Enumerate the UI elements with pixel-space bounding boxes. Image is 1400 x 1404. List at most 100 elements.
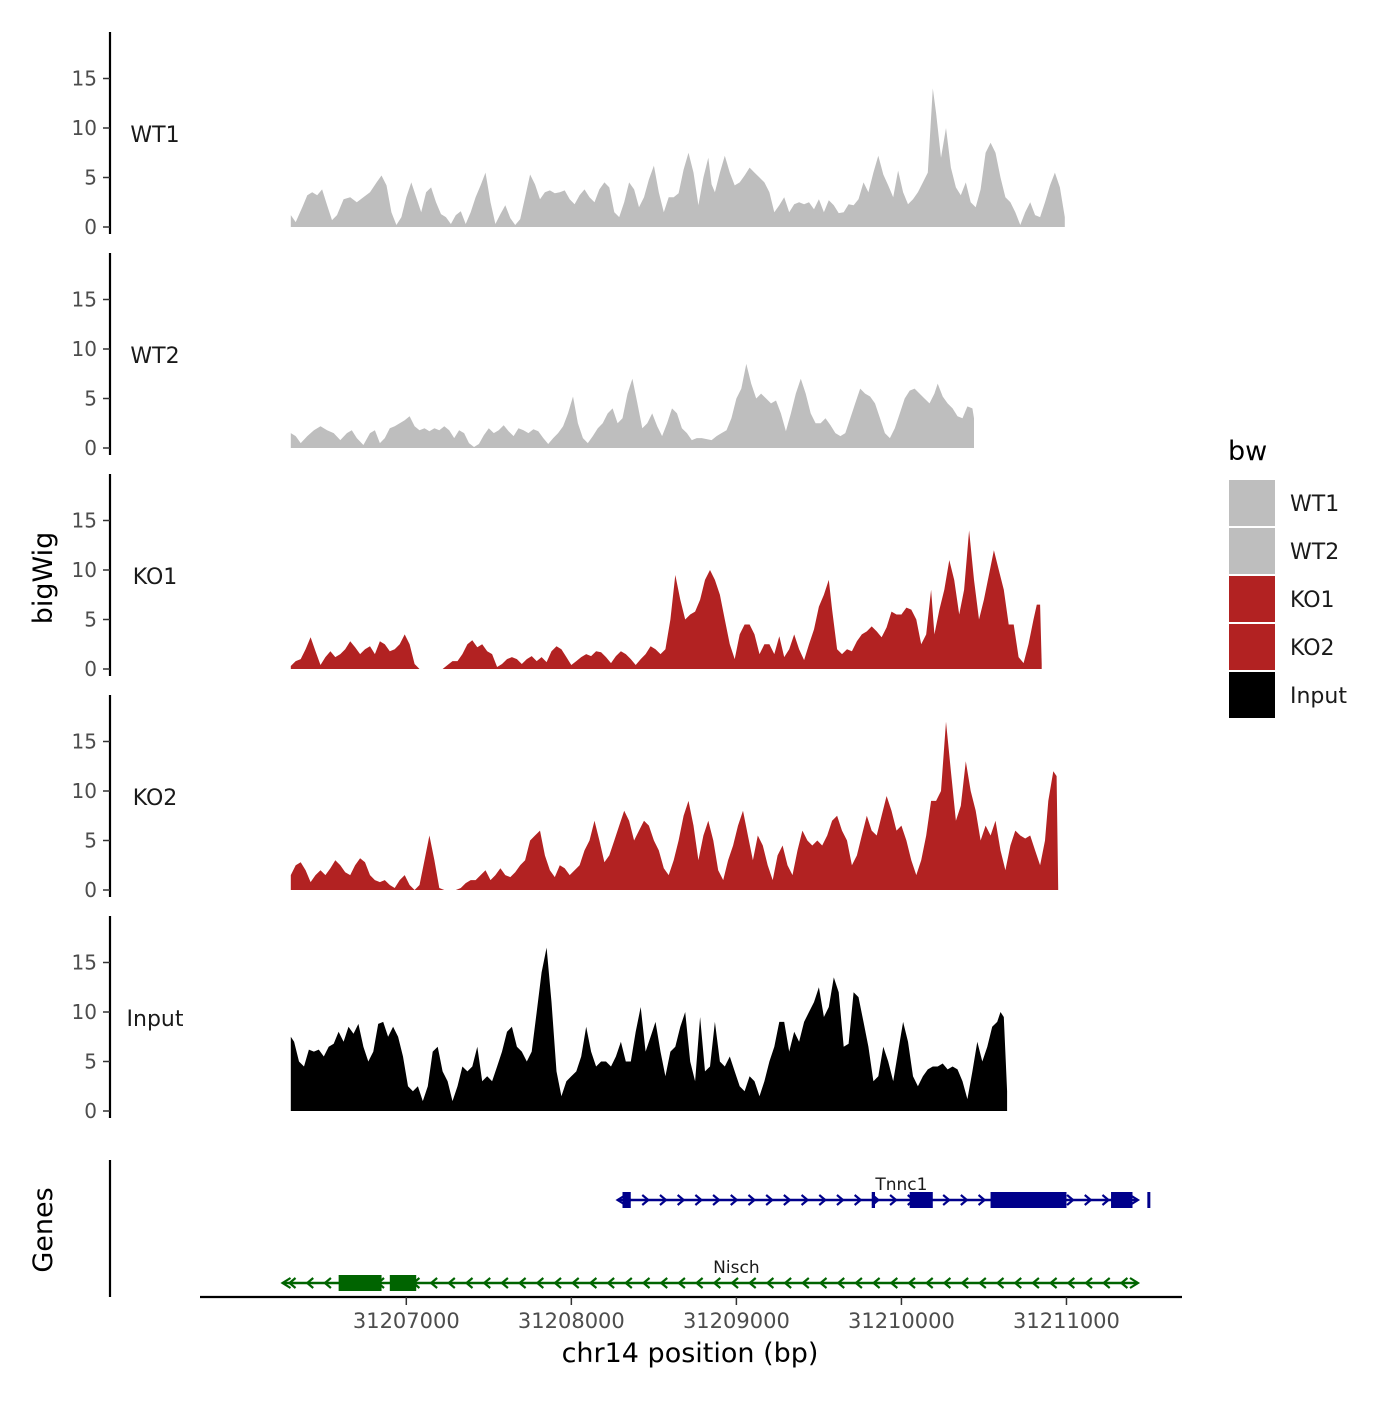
strand-arrow	[853, 1194, 863, 1206]
strand-arrow	[730, 1277, 739, 1289]
x-tick-label: 31207000	[353, 1309, 460, 1333]
strand-arrow	[889, 1194, 898, 1206]
y-tick-label: 0	[84, 1099, 97, 1123]
strand-arrow	[942, 1277, 952, 1289]
legend-swatch	[1229, 672, 1275, 718]
strand-arrow	[730, 1194, 739, 1206]
gene-name-label: Nisch	[713, 1258, 759, 1278]
y-tick-label: 5	[84, 829, 97, 853]
y-tick-label: 10	[72, 558, 97, 582]
y-axis-title: bigWig	[28, 532, 59, 625]
strand-arrow	[818, 1194, 827, 1206]
strand-arrow	[960, 1194, 969, 1206]
strand-arrow	[677, 1277, 686, 1289]
gene-end-cap	[1129, 1194, 1141, 1206]
strand-arrow	[818, 1277, 828, 1289]
exon	[871, 1192, 876, 1208]
y-tick-label: 10	[72, 116, 97, 140]
strand-arrow	[659, 1277, 668, 1289]
legend-items: WT1 WT2 KO1 KO2 Input	[1229, 480, 1347, 718]
legend-entry-wt1: WT1	[1229, 480, 1339, 526]
strand-arrow	[836, 1277, 845, 1289]
y-tick-label: 0	[84, 878, 97, 902]
strand-arrow	[747, 1194, 757, 1206]
strand-arrow	[1084, 1194, 1093, 1206]
track-label-ko1: KO1	[133, 565, 178, 590]
strand-arrow	[1102, 1277, 1111, 1289]
strand-arrow	[765, 1194, 774, 1206]
strand-arrow	[1013, 1277, 1022, 1289]
strand-arrow	[517, 1277, 527, 1289]
exon	[1147, 1192, 1151, 1208]
strand-arrow	[624, 1277, 633, 1289]
exon	[389, 1275, 417, 1291]
y-tick-label: 15	[72, 509, 97, 533]
legend-swatch	[1229, 528, 1275, 574]
y-tick-label: 10	[72, 337, 97, 361]
strand-arrow	[694, 1194, 704, 1206]
strand-arrow	[482, 1277, 491, 1289]
strand-arrow	[641, 1194, 650, 1206]
y-tick-label: 15	[72, 288, 97, 312]
legend-swatch	[1229, 624, 1275, 670]
y-tick-label: 0	[84, 657, 97, 681]
legend-entry-wt2: WT2	[1229, 528, 1339, 574]
genes-axis-title: Genes	[28, 1187, 59, 1272]
legend-label: KO1	[1290, 588, 1335, 613]
signal-area-wt1	[290, 88, 1065, 228]
strand-arrow	[942, 1194, 951, 1206]
y-tick-label: 5	[84, 166, 97, 190]
strand-arrow	[960, 1277, 969, 1289]
gene-panel: Tnnc1 Nisch	[108, 1160, 1151, 1297]
exon	[622, 1192, 631, 1208]
legend-entry-ko1: KO1	[1229, 576, 1335, 622]
y-tick-label: 15	[72, 730, 97, 754]
strand-arrow	[287, 1277, 297, 1289]
gene-name-label: Tnnc1	[874, 1175, 927, 1195]
x-tick-label: 31210000	[848, 1309, 955, 1333]
signal-area-ko2	[290, 721, 1059, 890]
strand-arrow	[783, 1194, 792, 1206]
strand-arrow	[535, 1277, 545, 1289]
strand-arrow	[323, 1277, 332, 1289]
strand-arrow	[1031, 1277, 1040, 1289]
strand-arrow	[712, 1277, 722, 1289]
legend: bw WT1 WT2 KO1 KO2 Input	[1228, 436, 1347, 718]
legend-entry-input: Input	[1229, 672, 1347, 718]
track-label-input: Input	[127, 1007, 184, 1032]
track-label-wt1: WT1	[130, 123, 179, 148]
track-wt1: 0 5 10 15 WT1	[72, 32, 1065, 239]
exon	[990, 1192, 1014, 1208]
legend-swatch	[1229, 576, 1275, 622]
y-tick-label: 0	[84, 436, 97, 460]
x-tick-label: 31208000	[518, 1309, 625, 1333]
gene-end-cap	[280, 1277, 292, 1289]
y-tick-label: 5	[84, 387, 97, 411]
track-ko2: 0 5 10 15 KO2	[72, 695, 1059, 902]
gene-end-cap	[1129, 1277, 1141, 1289]
strand-arrow	[925, 1277, 934, 1289]
x-tick-label: 31211000	[1013, 1309, 1120, 1333]
y-tick-label: 10	[72, 779, 97, 803]
strand-arrow	[694, 1277, 704, 1289]
y-tick-label: 15	[72, 951, 97, 975]
strand-arrow	[429, 1277, 438, 1289]
legend-label: WT1	[1290, 492, 1339, 517]
y-tick-label: 10	[72, 1000, 97, 1024]
strand-arrow	[765, 1277, 775, 1289]
track-ko1: 0 5 10 15 KO1	[72, 474, 1042, 681]
exon	[909, 1192, 933, 1208]
strand-arrow	[606, 1277, 615, 1289]
legend-label: WT2	[1290, 540, 1339, 565]
strand-arrow	[1048, 1277, 1058, 1289]
signal-area-ko1	[290, 530, 1042, 669]
track-label-ko2: KO2	[133, 786, 178, 811]
legend-swatch	[1229, 480, 1275, 526]
strand-arrow	[854, 1277, 863, 1289]
legend-title: bw	[1228, 436, 1267, 467]
exon	[1111, 1192, 1133, 1208]
strand-arrow	[676, 1194, 686, 1206]
gene-tnnc1: Tnnc1	[615, 1175, 1151, 1208]
strand-arrow	[641, 1277, 651, 1289]
x-axis-title: chr14 position (bp)	[562, 1338, 819, 1369]
